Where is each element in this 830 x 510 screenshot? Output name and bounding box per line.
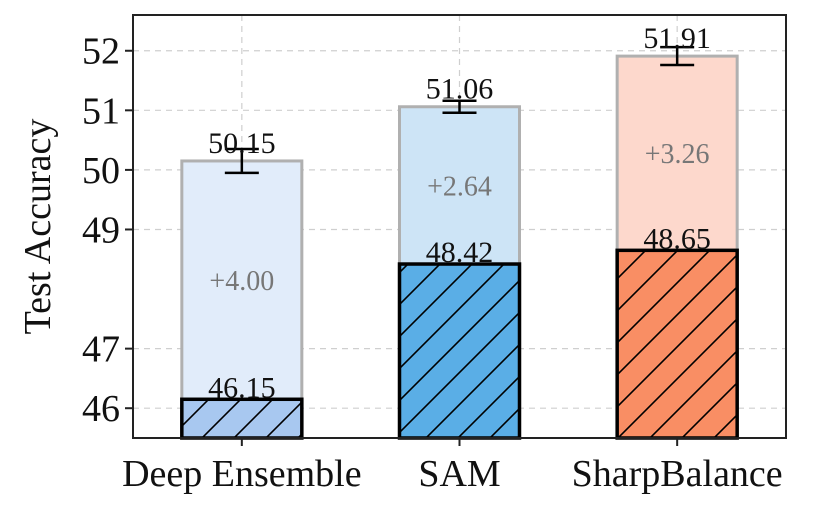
x-category-label: SharpBalance (572, 453, 783, 495)
y-tick-label: 51 (82, 90, 120, 132)
y-tick-label: 47 (82, 329, 120, 371)
gain-label: +4.00 (209, 266, 274, 297)
gain-label: +3.26 (645, 139, 710, 170)
error-bar (442, 99, 477, 114)
single-value-label: 48.42 (426, 236, 494, 269)
y-tick-label: 49 (82, 209, 120, 251)
y-tick-label: 52 (82, 31, 120, 73)
bar-single-hatch (180, 397, 304, 440)
ensemble-value-label: 51.06 (426, 73, 494, 106)
y-axis-ticks: 46 47 49 50 51 52 (82, 31, 133, 430)
ensemble-value-label: 51.91 (643, 22, 711, 55)
data-labels: 50.15 46.15 +4.00 51.06 48.42 +2.64 51.91 48.65… (208, 22, 711, 404)
bar-ensemble (180, 159, 304, 440)
y-tick-label: 46 (82, 388, 120, 430)
x-category-label: Deep Ensemble (122, 453, 362, 495)
bar-single-hatch (615, 248, 739, 440)
x-category-label: SAM (418, 453, 500, 495)
single-value-label: 46.15 (208, 371, 276, 404)
bar-single-hatch (397, 262, 522, 440)
ensemble-value-label: 50.15 (208, 127, 276, 160)
error-bar (224, 147, 259, 175)
y-axis-title: Test Accuracy (17, 119, 59, 335)
gain-label: +2.64 (427, 171, 492, 202)
y-tick-label: 50 (82, 150, 120, 192)
error-bar (660, 45, 695, 67)
x-axis-ticks: Deep Ensemble SAM SharpBalance (122, 438, 783, 495)
single-value-label: 48.65 (643, 222, 711, 255)
bars (180, 45, 739, 440)
